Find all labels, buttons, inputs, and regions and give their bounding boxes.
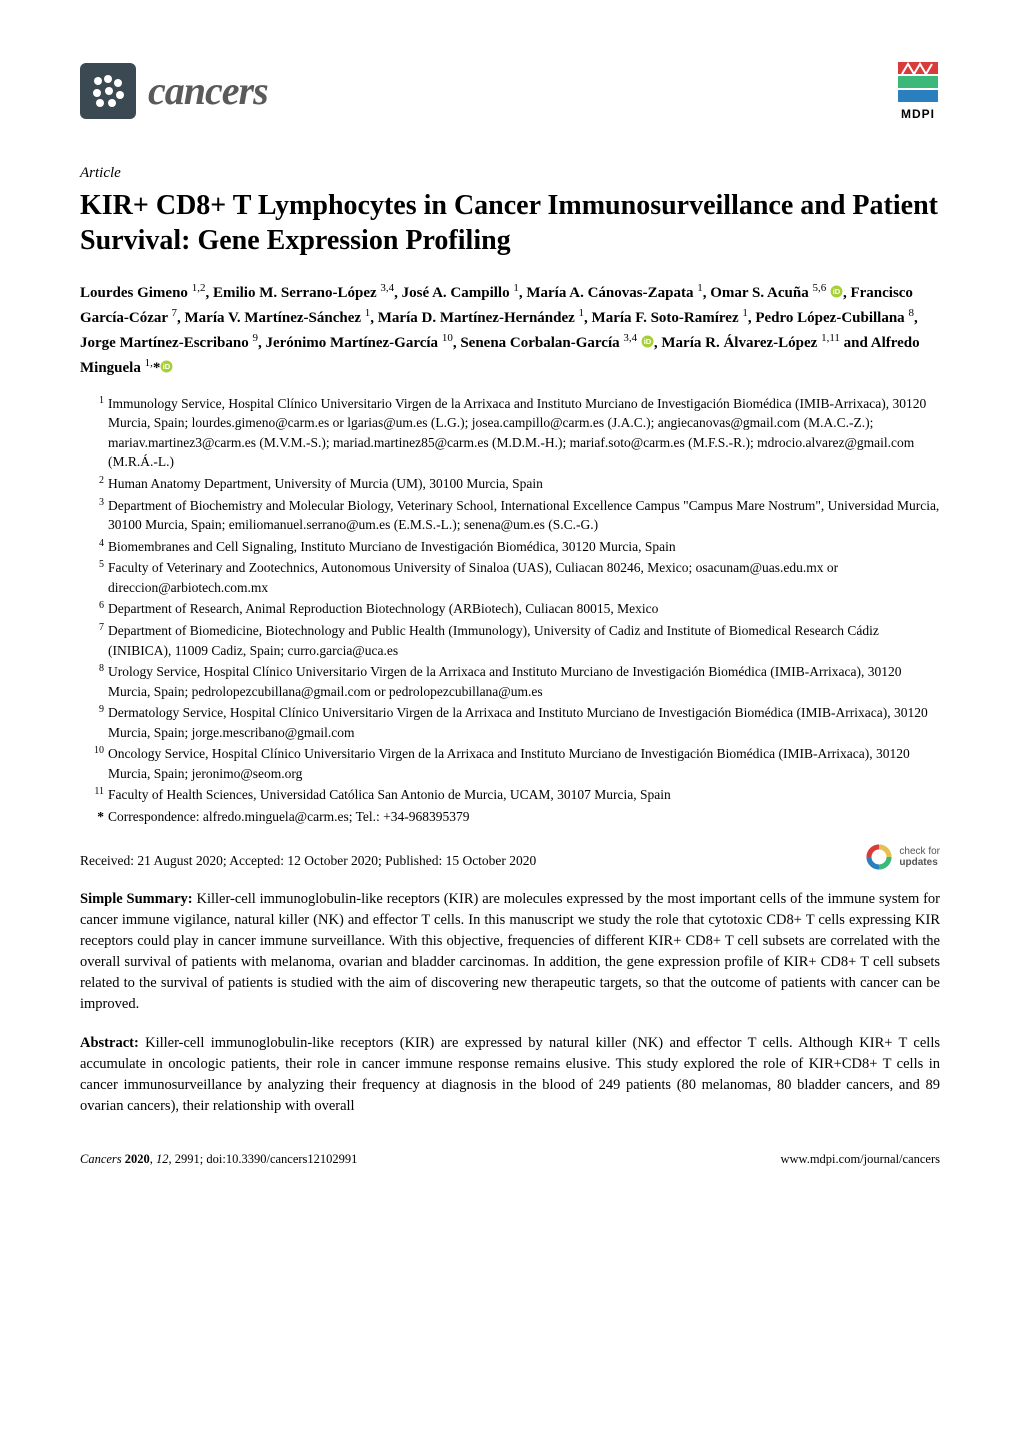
orcid-icon: iD [160, 357, 173, 370]
correspondence-text: Correspondence: alfredo.minguela@carm.es… [108, 809, 470, 824]
affiliation-text: Human Anatomy Department, University of … [108, 476, 543, 491]
svg-text:iD: iD [644, 337, 652, 346]
affiliation-text: Faculty of Health Sciences, Universidad … [108, 787, 671, 802]
affiliation-text: Oncology Service, Hospital Clínico Unive… [108, 746, 910, 781]
publication-dates: Received: 21 August 2020; Accepted: 12 O… [80, 852, 536, 871]
affiliation-item: 4Biomembranes and Cell Signaling, Instit… [108, 537, 940, 557]
simple-summary-section: Simple Summary: Killer-cell immunoglobul… [80, 889, 940, 1015]
affiliation-item: 2Human Anatomy Department, University of… [108, 474, 940, 494]
correspondence-star: * [80, 807, 104, 827]
simple-summary-label: Simple Summary: [80, 891, 193, 907]
publication-dates-row: Received: 21 August 2020; Accepted: 12 O… [80, 843, 940, 871]
orcid-icon: iD [641, 332, 654, 345]
authors-list: Lourdes Gimeno 1,2, Emilio M. Serrano-Ló… [80, 280, 940, 380]
check-updates-badge[interactable]: check for updates [865, 843, 940, 871]
simple-summary-text: Killer-cell immunoglobulin-like receptor… [80, 891, 940, 1012]
abstract-label: Abstract: [80, 1035, 139, 1051]
affiliation-text: Immunology Service, Hospital Clínico Uni… [108, 396, 926, 470]
affiliation-text: Faculty of Veterinary and Zootechnics, A… [108, 560, 838, 595]
affiliation-number: 9 [80, 703, 104, 718]
affiliation-text: Department of Biomedicine, Biotechnology… [108, 623, 879, 658]
journal-name: cancers [148, 63, 268, 119]
affiliation-number: 4 [80, 537, 104, 552]
affiliation-number: 5 [80, 558, 104, 573]
abstract-section: Abstract: Killer-cell immunoglobulin-lik… [80, 1033, 940, 1117]
updates-text: check for updates [899, 846, 940, 868]
affiliation-text: Biomembranes and Cell Signaling, Institu… [108, 539, 676, 554]
affiliation-text: Dermatology Service, Hospital Clínico Un… [108, 705, 928, 740]
journal-icon [80, 63, 136, 119]
affiliation-number: 1 [80, 394, 104, 409]
affiliation-item: 6Department of Research, Animal Reproduc… [108, 599, 940, 619]
correspondence-item: *Correspondence: alfredo.minguela@carm.e… [108, 807, 940, 827]
affiliation-item: 10Oncology Service, Hospital Clínico Uni… [108, 744, 940, 783]
affiliation-item: 9Dermatology Service, Hospital Clínico U… [108, 703, 940, 742]
article-title: KIR+ CD8+ T Lymphocytes in Cancer Immuno… [80, 188, 940, 258]
svg-text:iD: iD [163, 362, 171, 371]
footer-url: www.mdpi.com/journal/cancers [780, 1151, 940, 1169]
affiliation-item: 1Immunology Service, Hospital Clínico Un… [108, 394, 940, 472]
affiliations-list: 1 Immunology Service, Hospital Clínico Un… [80, 394, 940, 827]
affiliation-item: 7Department of Biomedicine, Biotechnolog… [108, 621, 940, 660]
affiliation-text: Department of Research, Animal Reproduct… [108, 601, 658, 616]
publisher-logo: MDPI [896, 60, 940, 123]
affiliation-number: 6 [80, 599, 104, 614]
abstract-text: Killer-cell immunoglobulin-like receptor… [80, 1035, 940, 1114]
affiliation-text: Department of Biochemistry and Molecular… [108, 498, 939, 533]
svg-text:iD: iD [833, 287, 841, 296]
article-type: Article [80, 163, 940, 184]
journal-logo-block: cancers [80, 63, 268, 119]
affiliation-item: 8Urology Service, Hospital Clínico Unive… [108, 662, 940, 701]
page-footer: Cancers 2020, 12, 2991; doi:10.3390/canc… [80, 1151, 940, 1169]
affiliation-number: 10 [80, 744, 104, 759]
affiliation-number: 2 [80, 474, 104, 489]
affiliation-item: 5Faculty of Veterinary and Zootechnics, … [108, 558, 940, 597]
affiliation-number: 11 [80, 785, 104, 800]
affiliation-text: Urology Service, Hospital Clínico Univer… [108, 664, 901, 699]
affiliation-number: 7 [80, 621, 104, 636]
mdpi-icon [896, 60, 940, 104]
footer-citation: Cancers 2020, 12, 2991; doi:10.3390/canc… [80, 1151, 357, 1169]
updates-icon [865, 843, 893, 871]
orcid-icon: iD [830, 282, 843, 295]
affiliation-number: 3 [80, 496, 104, 511]
affiliation-number: 8 [80, 662, 104, 677]
affiliation-item: 11Faculty of Health Sciences, Universida… [108, 785, 940, 805]
affiliation-item: 3Department of Biochemistry and Molecula… [108, 496, 940, 535]
publisher-name: MDPI [901, 106, 935, 123]
header: cancers MDPI [80, 60, 940, 123]
